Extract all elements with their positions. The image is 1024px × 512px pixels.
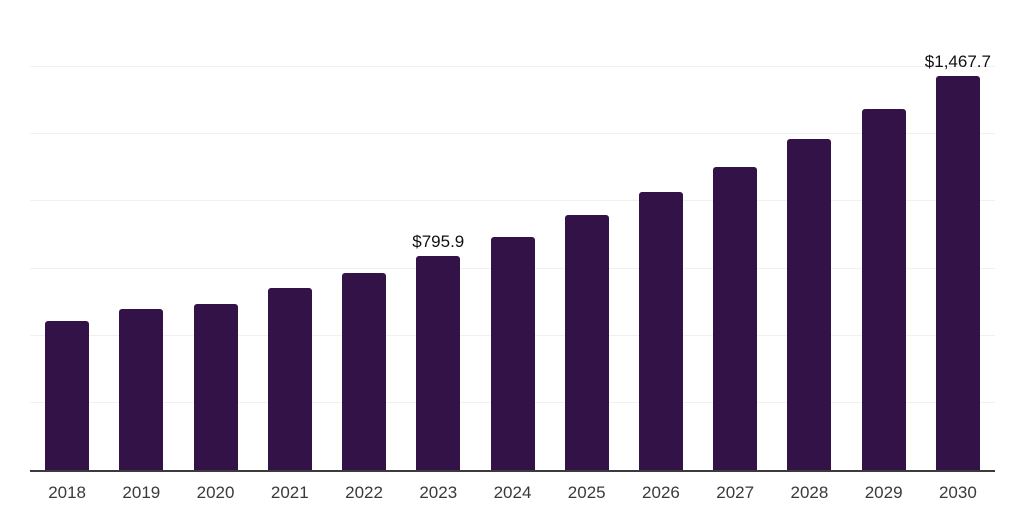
x-tick-2026: 2026: [642, 483, 680, 502]
x-tick-2019: 2019: [122, 483, 161, 502]
gridline-1000: [30, 200, 995, 202]
bar-2028: [787, 139, 832, 470]
bar-2020: [193, 304, 238, 470]
x-tick-2018: 2018: [48, 483, 87, 502]
x-tick-2027: 2027: [716, 483, 755, 502]
bar-2027: [713, 166, 758, 470]
bar-2018: [45, 320, 90, 470]
bar-2025: [564, 215, 609, 470]
bar-2023: [416, 256, 461, 470]
plot-area: $795.9 $1,467.7: [30, 0, 995, 472]
bar-2024: [490, 236, 535, 470]
x-tick-2028: 2028: [790, 483, 829, 502]
bar-2026: [638, 192, 683, 470]
x-tick-2025: 2025: [567, 483, 606, 502]
x-axis: 2018 2019 2020 2021 2022 2023 2024 2025 2026 2027…: [0, 472, 1024, 512]
data-label-2030: $1,467.7: [924, 51, 991, 71]
bar-2021: [267, 288, 312, 470]
x-tick-2029: 2029: [864, 483, 903, 502]
x-tick-2020: 2020: [196, 483, 235, 502]
bar-2029: [861, 108, 906, 470]
data-label-2023: $795.9: [412, 232, 465, 252]
bar-2022: [342, 272, 387, 470]
x-tick-2022: 2022: [345, 483, 383, 502]
x-tick-2030: 2030: [938, 483, 977, 502]
bar-2030: [935, 75, 980, 470]
gridline-1500: [30, 66, 995, 68]
gridline-1250: [30, 133, 995, 135]
x-tick-2021: 2021: [270, 483, 309, 502]
x-tick-2024: 2024: [493, 483, 532, 502]
bar-2019: [119, 308, 164, 470]
x-tick-2023: 2023: [419, 483, 458, 502]
